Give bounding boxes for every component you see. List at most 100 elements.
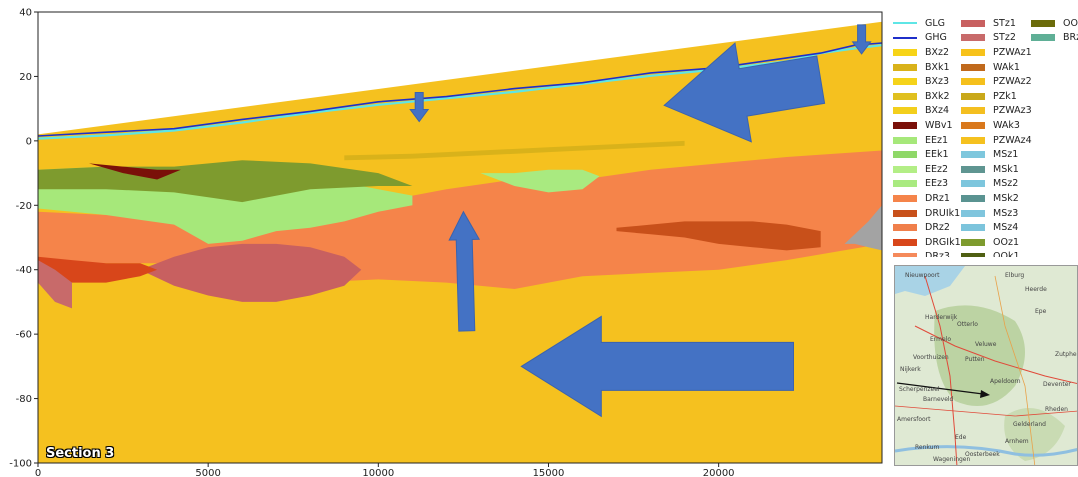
- legend-label: GHG: [925, 32, 947, 44]
- legend-label: BXz3: [925, 76, 950, 88]
- legend-item-bxk2: BXk2: [893, 89, 961, 104]
- legend-swatch: [961, 224, 985, 232]
- map-place-label: Epe: [1035, 308, 1047, 315]
- y-tick-label: 20: [19, 72, 32, 83]
- road-line-2: [924, 275, 958, 465]
- axes: 0 5000 10000 15000 20000 40 20 0 -20 -40 -60 -80 -10…: [9, 8, 734, 477]
- legend-swatch: [893, 136, 917, 144]
- flow-arrow-left-2: [663, 42, 826, 143]
- legend-item-brz1: BRz1: [1031, 31, 1078, 46]
- section-line: [896, 382, 984, 395]
- map-place-label: Renkum: [915, 444, 940, 451]
- map-place-label: Oosterbeek: [965, 451, 1000, 458]
- map-place-label: Barneveld: [923, 396, 954, 403]
- y-tick-label: -40: [16, 265, 32, 276]
- legend-item-ghg: GHG: [893, 31, 961, 46]
- layer-stz1: [140, 243, 362, 302]
- legend-label: GLG: [925, 17, 946, 29]
- layer-drgik1: [38, 256, 158, 283]
- legend-item-bxk1: BXk1: [893, 60, 961, 75]
- legend-item-ooz1: OOz1: [961, 235, 1032, 250]
- legend-label: EEz1: [925, 134, 949, 146]
- legend-swatch: [893, 180, 917, 188]
- map-place-label: Putten: [965, 356, 985, 363]
- legend-item-pzwaz3: PZWAz3: [961, 104, 1032, 119]
- legend-item-msk2: MSk2: [961, 191, 1032, 206]
- legend-swatch: [893, 78, 917, 86]
- legend-item-wbv1: WBv1: [893, 118, 961, 133]
- legend-swatch: [893, 92, 917, 100]
- legend-swatch: [961, 238, 985, 246]
- legend-item-drz2: DRz2: [893, 220, 961, 235]
- flow-arrow-down-1: [851, 24, 872, 55]
- legend-swatch: [893, 224, 917, 232]
- legend-swatch: [961, 136, 985, 144]
- legend-item-stz2: STz2: [961, 31, 1032, 46]
- legend-swatch: [961, 19, 985, 27]
- legend-label: BXk1: [925, 61, 950, 73]
- map-place-label: Harderwijk: [925, 314, 958, 321]
- legend-swatch: [893, 238, 917, 246]
- legend-label: PZWAz4: [993, 134, 1032, 146]
- legend-label: PZk1: [993, 90, 1017, 102]
- legend-swatch: [893, 253, 917, 257]
- plot-frame: [37, 11, 883, 464]
- layer-wbv1: [89, 163, 181, 180]
- legend-label: PZWAz3: [993, 105, 1032, 117]
- legend-item-wak1: WAk1: [961, 60, 1032, 75]
- legend-swatch: [961, 209, 985, 217]
- legend-label: MSz2: [993, 178, 1019, 190]
- legend-item-ooc: OOc: [1031, 16, 1078, 31]
- legend-swatch: [961, 253, 985, 257]
- legend-label: EEz3: [925, 178, 949, 190]
- flow-arrow-down-0: [409, 92, 430, 123]
- legend-label: MSk1: [993, 163, 1019, 175]
- y-tick-label: -60: [16, 330, 32, 341]
- map-place-label: Elburg: [1005, 272, 1025, 279]
- layer-stz2: [38, 260, 72, 309]
- legend-swatch: [961, 92, 985, 100]
- legend-label: OOc: [1063, 17, 1078, 29]
- map-place-label: Ede: [955, 434, 967, 441]
- legend-label: STz1: [993, 17, 1016, 29]
- y-tick-label: 40: [19, 8, 32, 19]
- map-place-label: Nijkerk: [900, 366, 921, 373]
- lake-shape: [895, 266, 965, 296]
- map-place-label: Arnhem: [1005, 438, 1029, 445]
- legend-swatch: [961, 121, 985, 129]
- legend-item-msz2: MSz2: [961, 177, 1032, 192]
- legend-label: DRz2: [925, 222, 950, 234]
- legend: GLG GHG BXz2 BXk1 BXz3 BXk2 BXz4 WBv1 EEz1 EEk1 EE…: [891, 12, 1078, 257]
- legend-label: WAk1: [993, 61, 1020, 73]
- x-tick-label: 15000: [533, 468, 565, 477]
- legend-item-bxz4: BXz4: [893, 104, 961, 119]
- section-label: Section 3: [46, 446, 115, 461]
- legend-swatch: [1031, 34, 1055, 42]
- section-line-arrowhead: [980, 390, 990, 398]
- legend-label: PZWAz2: [993, 76, 1032, 88]
- y-tick-label: -80: [16, 394, 32, 405]
- legend-label: MSz3: [993, 207, 1019, 219]
- legend-swatch: [961, 165, 985, 173]
- y-tick-label: 0: [26, 136, 32, 147]
- river-line: [895, 445, 1077, 457]
- legend-item-msk1: MSk1: [961, 162, 1032, 177]
- legend-label: STz2: [993, 32, 1016, 44]
- legend-swatch: [961, 63, 985, 71]
- x-tick-label: 5000: [195, 468, 220, 477]
- map-place-label: Deventer: [1043, 381, 1071, 388]
- y-tick-label: -20: [16, 201, 32, 212]
- legend-label: DRz3: [925, 251, 950, 257]
- legend-item-druik1: DRUIk1: [893, 206, 961, 221]
- legend-swatch: [1031, 19, 1055, 27]
- legend-label: DRUIk1: [925, 207, 961, 219]
- legend-label: EEk1: [925, 149, 949, 161]
- map-place-label: Rheden: [1045, 406, 1068, 413]
- legend-label: PZWAz1: [993, 46, 1032, 58]
- legend-item-drgik1: DRGIk1: [893, 235, 961, 250]
- legend-column: STz1 STz2 PZWAz1 WAk1 PZWAz2 PZk1 PZWAz3 WAk3 PZ…: [961, 16, 1032, 257]
- y-tick-label: -100: [9, 459, 32, 470]
- road-line-3: [895, 405, 1077, 417]
- legend-swatch: [893, 121, 917, 129]
- legend-swatch: [893, 22, 917, 25]
